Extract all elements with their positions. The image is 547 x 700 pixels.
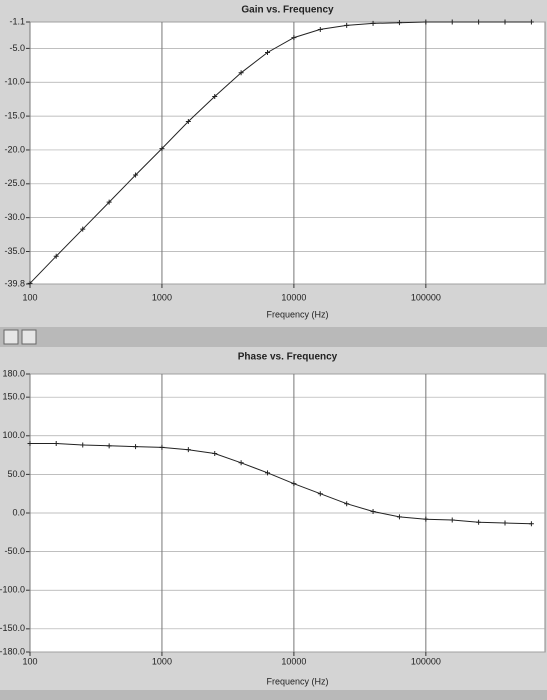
x-axis-label: Frequency (Hz) [266,676,328,686]
y-tick-label: -150.0 [0,623,25,633]
data-point [423,19,429,25]
data-point [476,19,482,25]
data-point [80,442,86,448]
data-point [212,93,218,99]
x-tick-label: 100000 [411,292,441,302]
data-line [29,21,532,284]
data-point [53,253,59,259]
data-point [317,26,323,32]
data-point [291,35,297,41]
data-point [370,508,376,514]
data-point [133,444,139,450]
data-point [396,514,402,520]
data-point [449,517,455,523]
data-point [185,119,191,125]
data-point [80,226,86,232]
y-tick-label: 0.0 [12,507,25,517]
x-tick-label: 100 [22,656,37,666]
x-tick-label: 1000 [152,292,172,302]
data-point [344,22,350,28]
toolbar [0,327,547,347]
y-tick-label: -5.0 [9,43,25,53]
x-tick-label: 10000 [281,292,306,302]
data-point [396,20,402,26]
data-point [265,470,271,476]
y-tick-label: 180.0 [2,368,25,378]
data-point [159,146,165,152]
data-point [238,70,244,76]
y-tick-label: -180.0 [0,646,25,656]
y-tick-label: -30.0 [4,212,25,222]
data-point [106,443,112,449]
x-tick-label: 100000 [411,656,441,666]
data-point [291,481,297,487]
y-tick-label: -10.0 [4,77,25,87]
data-point [423,516,429,522]
data-point [27,280,33,286]
data-line [30,443,532,525]
tool-button[interactable] [3,329,19,345]
data-point [185,447,191,453]
data-point [502,19,508,25]
data-point [476,519,482,525]
data-point [27,441,33,446]
data-point [370,20,376,26]
y-tick-label: -20.0 [4,144,25,154]
data-point [212,451,218,457]
data-point [238,460,244,466]
x-axis-label: Frequency (Hz) [266,309,328,319]
data-point [159,444,165,450]
x-tick-label: 100 [22,292,37,302]
y-tick-label: -100.0 [0,585,25,595]
plot-area [29,21,546,285]
data-point [133,172,139,178]
tool-button[interactable] [21,329,37,345]
data-point [106,199,112,205]
y-tick-label: -1.1 [9,16,25,26]
chart-title: Phase vs. Frequency [238,352,338,363]
y-tick-label: -35.0 [4,246,25,256]
data-point [528,19,534,25]
data-point [344,501,350,507]
data-point [265,49,271,55]
chart-title: Gain vs. Frequency [241,5,334,16]
y-tick-label: 150.0 [2,392,25,402]
y-tick-label: -15.0 [4,110,25,120]
data-point [528,521,534,527]
y-tick-label: 100.0 [2,430,25,440]
data-point [317,491,323,497]
data-point [53,441,59,446]
data-point [502,520,508,526]
y-tick-label: -50.0 [4,546,25,556]
toolbar [0,690,547,700]
y-tick-label: -39.8 [4,278,25,288]
y-tick-label: 50.0 [7,469,25,479]
x-tick-label: 10000 [281,656,306,666]
x-tick-label: 1000 [152,656,172,666]
y-tick-label: -25.0 [4,178,25,188]
data-point [449,19,455,25]
